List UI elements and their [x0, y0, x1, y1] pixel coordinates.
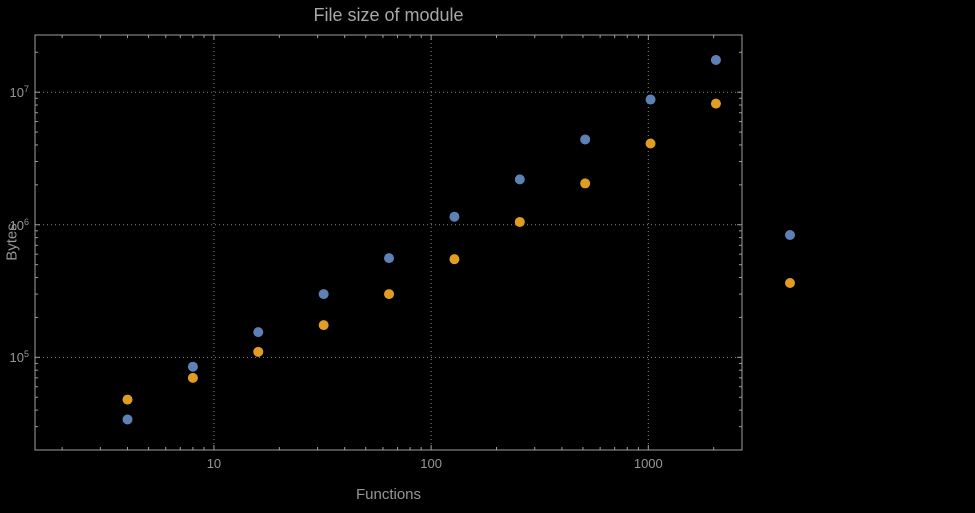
data-point-series-blue — [514, 174, 525, 185]
x-tick-label: 1000 — [633, 456, 663, 471]
data-point-series-orange — [449, 254, 460, 265]
data-point-series-orange — [710, 98, 721, 109]
x-tick-label: 10 — [206, 456, 222, 471]
legend-marker-series-blue — [785, 230, 795, 240]
data-point-series-orange — [318, 320, 329, 331]
data-point-series-blue — [253, 327, 264, 338]
data-point-series-orange — [514, 216, 525, 227]
data-point-series-orange — [645, 138, 656, 149]
data-point-series-blue — [318, 289, 329, 300]
data-point-series-orange — [580, 178, 591, 189]
y-tick-label: 106 — [9, 216, 29, 233]
data-point-series-blue — [122, 414, 133, 425]
y-tick-label: 107 — [9, 84, 29, 101]
x-axis-label: Functions — [355, 486, 422, 503]
data-point-series-blue — [580, 134, 591, 145]
y-tick-label: 105 — [9, 349, 29, 366]
data-point-series-blue — [710, 54, 721, 65]
data-point-series-blue — [449, 211, 460, 222]
legend-marker-series-orange — [785, 278, 795, 288]
data-point-series-orange — [122, 394, 133, 405]
data-point-series-blue — [645, 94, 656, 105]
x-tick-label: 100 — [420, 456, 442, 471]
data-point-series-blue — [187, 361, 198, 372]
plot-frame — [34, 34, 743, 451]
data-point-series-blue — [384, 253, 395, 264]
data-point-series-orange — [187, 372, 198, 383]
chart-title: File size of module — [313, 5, 464, 25]
data-point-series-orange — [384, 289, 395, 300]
data-point-series-orange — [253, 346, 264, 357]
